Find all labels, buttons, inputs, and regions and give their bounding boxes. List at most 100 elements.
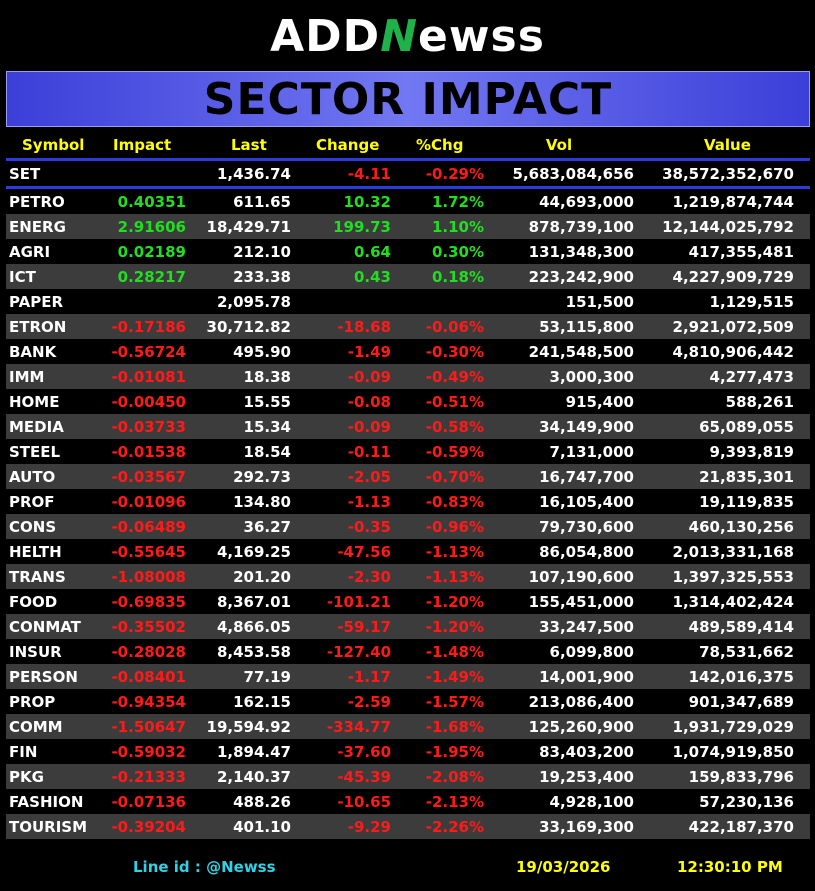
col-header-value: Value <box>704 136 751 154</box>
cell-change: -1.49 <box>347 342 391 361</box>
cell-value: 21,835,301 <box>699 467 794 486</box>
cell-pct: -1.13% <box>425 542 484 561</box>
cell-change: -10.65 <box>337 792 391 811</box>
cell-symbol: CONMAT <box>9 617 81 636</box>
cell-change: -0.11 <box>347 442 391 461</box>
table-row: AGRI 0.02189 212.10 0.64 0.30% 131,348,300 417… <box>6 239 810 264</box>
cell-value: 4,810,906,442 <box>672 342 794 361</box>
table-row: PKG -0.21333 2,140.37 -45.39 -2.08% 19,253,40… <box>6 764 810 789</box>
index-vol: 5,683,084,656 <box>512 164 634 183</box>
cell-last: 134.80 <box>233 492 291 511</box>
cell-impact: -0.08401 <box>111 667 186 686</box>
cell-vol: 155,451,000 <box>528 592 634 611</box>
cell-vol: 53,115,800 <box>539 317 634 336</box>
table-row: FIN -0.59032 1,894.47 -37.60 -1.95% 83,403,20… <box>6 739 810 764</box>
cell-vol: 151,500 <box>565 292 634 311</box>
cell-vol: 79,730,600 <box>539 517 634 536</box>
index-row: SET 1,436.74 -4.11 -0.29% 5,683,084,656 … <box>6 161 810 186</box>
cell-last: 233.38 <box>233 267 291 286</box>
cell-symbol: PETRO <box>9 192 65 211</box>
cell-change: -2.59 <box>347 692 391 711</box>
cell-impact: -0.21333 <box>111 767 186 786</box>
brand-prefix: ADD <box>270 11 381 62</box>
cell-symbol: AGRI <box>9 242 51 261</box>
cell-impact: -0.55645 <box>111 542 186 561</box>
cell-change: 0.43 <box>353 267 391 286</box>
brand-suffix: ewss <box>418 11 545 62</box>
cell-symbol: FIN <box>9 742 38 761</box>
cell-symbol: TRANS <box>9 567 66 586</box>
table-row: CONMAT -0.35502 4,866.05 -59.17 -1.20% 33,247… <box>6 614 810 639</box>
table-row: TRANS -1.08008 201.20 -2.30 -1.13% 107,190,60… <box>6 564 810 589</box>
cell-vol: 131,348,300 <box>528 242 634 261</box>
cell-last: 8,367.01 <box>216 592 291 611</box>
cell-symbol: COMM <box>9 717 63 736</box>
cell-symbol: ETRON <box>9 317 67 336</box>
cell-impact: -0.01538 <box>111 442 186 461</box>
cell-vol: 14,001,900 <box>539 667 634 686</box>
cell-pct: -1.68% <box>425 717 484 736</box>
cell-pct: -1.57% <box>425 692 484 711</box>
cell-impact: -0.69835 <box>111 592 186 611</box>
cell-impact: -0.39204 <box>111 817 186 836</box>
cell-change: -2.30 <box>347 567 391 586</box>
cell-impact: -0.94354 <box>111 692 186 711</box>
table-row: TOURISM -0.39204 401.10 -9.29 -2.26% 33,169,3… <box>6 814 810 839</box>
footer-time: 12:30:10 PM <box>677 858 783 876</box>
index-value: 38,572,352,670 <box>662 164 794 183</box>
table-row: BANK -0.56724 495.90 -1.49 -0.30% 241,548,500… <box>6 339 810 364</box>
cell-vol: 16,105,400 <box>539 492 634 511</box>
cell-value: 78,531,662 <box>699 642 794 661</box>
index-symbol: SET <box>9 164 41 183</box>
index-divider <box>6 186 810 189</box>
cell-symbol: TOURISM <box>9 817 88 836</box>
cell-impact: -1.50647 <box>111 717 186 736</box>
table-row: PERSON -0.08401 77.19 -1.17 -1.49% 14,001,900… <box>6 664 810 689</box>
col-header-symbol: Symbol <box>22 136 85 154</box>
index-pct: -0.29% <box>425 164 484 183</box>
cell-pct: -2.13% <box>425 792 484 811</box>
cell-impact: -0.01081 <box>111 367 186 386</box>
cell-last: 4,866.05 <box>216 617 291 636</box>
cell-symbol: HOME <box>9 392 60 411</box>
cell-value: 142,016,375 <box>688 667 794 686</box>
cell-last: 18.54 <box>243 442 291 461</box>
cell-pct: -0.51% <box>425 392 484 411</box>
cell-pct: -1.95% <box>425 742 484 761</box>
cell-value: 901,347,689 <box>688 692 794 711</box>
cell-last: 2,095.78 <box>216 292 291 311</box>
cell-impact: -0.03733 <box>111 417 186 436</box>
table-row: COMM -1.50647 19,594.92 -334.77 -1.68% 125,26… <box>6 714 810 739</box>
cell-last: 212.10 <box>233 242 291 261</box>
cell-change: -59.17 <box>337 617 391 636</box>
cell-change: -1.13 <box>347 492 391 511</box>
cell-symbol: ENERG <box>9 217 66 236</box>
cell-change: -47.56 <box>337 542 391 561</box>
cell-value: 1,314,402,424 <box>672 592 794 611</box>
cell-change: 0.64 <box>353 242 391 261</box>
index-last: 1,436.74 <box>216 164 291 183</box>
cell-symbol: CONS <box>9 517 57 536</box>
cell-change: 199.73 <box>333 217 391 236</box>
cell-value: 2,921,072,509 <box>672 317 794 336</box>
cell-value: 12,144,025,792 <box>662 217 794 236</box>
cell-vol: 19,253,400 <box>539 767 634 786</box>
cell-last: 488.26 <box>233 792 291 811</box>
cell-last: 18.38 <box>243 367 291 386</box>
cell-value: 57,230,136 <box>699 792 794 811</box>
col-header-last: Last <box>231 136 267 154</box>
cell-last: 201.20 <box>233 567 291 586</box>
cell-impact: -0.00450 <box>111 392 186 411</box>
cell-last: 77.19 <box>243 667 291 686</box>
cell-pct: -0.70% <box>425 467 484 486</box>
cell-symbol: MEDIA <box>9 417 64 436</box>
cell-pct: 0.30% <box>431 242 484 261</box>
cell-symbol: FASHION <box>9 792 84 811</box>
table-row: FASHION -0.07136 488.26 -10.65 -2.13% 4,928,1… <box>6 789 810 814</box>
table-row: AUTO -0.03567 292.73 -2.05 -0.70% 16,747,700 2… <box>6 464 810 489</box>
cell-impact: 0.02189 <box>117 242 186 261</box>
footer: Line id : @Newss 19/03/2026 12:30:10 PM <box>0 858 815 882</box>
cell-pct: -1.20% <box>425 592 484 611</box>
cell-vol: 83,403,200 <box>539 742 634 761</box>
cell-vol: 6,099,800 <box>549 642 634 661</box>
